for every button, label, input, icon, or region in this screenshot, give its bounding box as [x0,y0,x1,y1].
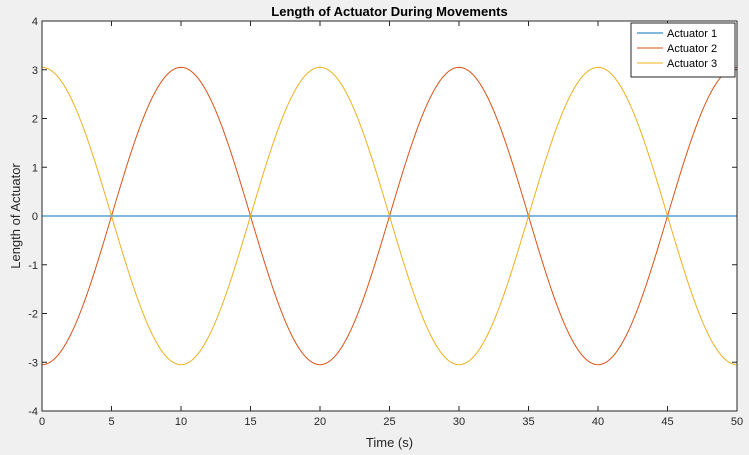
x-tick-label: 35 [522,416,534,428]
y-tick-label: 3 [32,65,38,77]
y-tick-label: 1 [32,162,38,174]
y-tick-label: -1 [28,260,38,272]
series-lines [41,66,738,366]
plot-frame [41,20,738,412]
x-tick-label: 0 [39,416,45,428]
y-axis-label: Length of Actuator [8,163,23,269]
legend-entry: Actuator 2 [667,43,717,55]
x-tick-label: 30 [453,416,465,428]
y-tick-label: 2 [32,114,38,126]
x-tick-label: 50 [731,416,743,428]
y-tick-label: 4 [32,16,38,28]
legend-entry: Actuator 1 [667,28,717,40]
y-tick-label: 0 [32,211,38,223]
legend: Actuator 1 Actuator 2 Actuator 3 [630,22,736,78]
y-tick-label: -3 [28,357,38,369]
y-tick-label: -4 [28,406,38,418]
legend-box [630,22,736,78]
tick-labels: 0 5 10 15 20 25 30 35 40 45 50 -4 -3 -2 -1 0 1 2 3 4 [28,16,743,428]
x-tick-label: 20 [314,416,326,428]
y-tick-label: -2 [28,309,38,321]
x-tick-label: 15 [244,416,256,428]
x-axis-label: Time (s) [366,435,413,450]
x-tick-label: 25 [383,416,395,428]
legend-entry: Actuator 3 [667,58,717,70]
chart-title: Length of Actuator During Movements [271,4,507,19]
x-tick-label: 10 [175,416,187,428]
x-tick-label: 5 [108,416,114,428]
x-tick-label: 40 [592,416,604,428]
series-line-3 [41,66,738,366]
x-tick-label: 45 [661,416,673,428]
